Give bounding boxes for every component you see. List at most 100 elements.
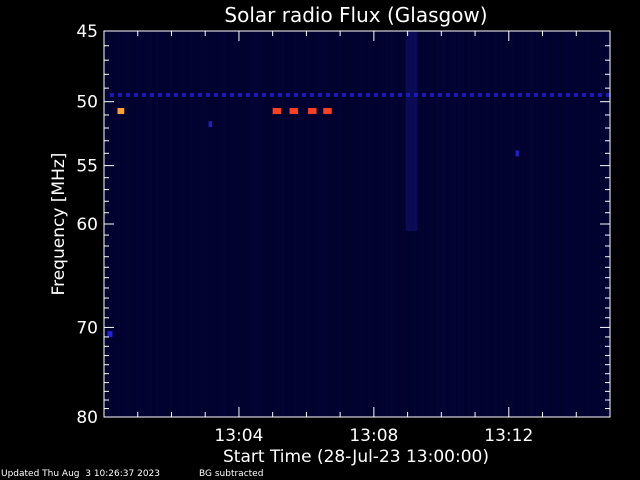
noise-streak — [554, 31, 556, 417]
noise-streak — [480, 31, 482, 417]
noise-streak — [192, 31, 194, 417]
noise-streak — [264, 31, 266, 417]
noise-streak — [576, 31, 578, 417]
noise-streak — [574, 31, 576, 417]
noise-streak — [114, 31, 116, 417]
noise-streak — [292, 31, 294, 417]
noise-streak — [470, 31, 472, 417]
noise-streak — [134, 31, 136, 417]
noise-streak — [462, 31, 464, 417]
noise-streak — [188, 31, 190, 417]
noise-streak — [144, 31, 146, 417]
noise-streak — [190, 31, 192, 417]
noise-streak — [140, 31, 142, 417]
noise-streak — [150, 31, 152, 417]
noise-streak — [390, 31, 392, 417]
y-tick-label: 60 — [76, 215, 98, 235]
noise-streak — [240, 31, 242, 417]
noise-streak — [578, 31, 580, 417]
noise-streak — [372, 31, 374, 417]
noise-streak — [506, 31, 508, 417]
noise-streak — [320, 31, 322, 417]
band-dot — [182, 92, 186, 97]
noise-streak — [118, 31, 120, 417]
noise-streak — [382, 31, 384, 417]
band-dot — [238, 92, 242, 97]
noise-streak — [384, 31, 386, 417]
noise-streak — [488, 31, 490, 417]
updated-timestamp: Updated Thu Aug 3 10:26:37 2023 — [1, 469, 161, 479]
noise-streak — [314, 31, 316, 417]
noise-streak — [478, 31, 480, 417]
burst-feature — [107, 331, 113, 338]
noise-streak — [322, 31, 324, 417]
noise-streak — [212, 31, 214, 417]
x-axis-label: Start Time (28-Jul-23 13:00:00) — [223, 447, 489, 467]
noise-streak — [328, 31, 330, 417]
noise-streak — [334, 31, 336, 417]
noise-streak — [176, 31, 178, 417]
noise-streak — [120, 31, 122, 417]
band-dot — [326, 92, 330, 97]
band-dot — [358, 92, 362, 97]
burst-feature — [323, 108, 332, 115]
noise-streak — [164, 31, 166, 417]
noise-streak — [226, 31, 228, 417]
noise-streak — [564, 31, 566, 417]
noise-streak — [376, 31, 378, 417]
band-dot — [414, 92, 418, 97]
noise-streak — [330, 31, 332, 417]
noise-streak — [438, 31, 440, 417]
bg-subtracted-note: BG subtracted — [199, 469, 264, 479]
band-dot — [494, 92, 498, 97]
noise-streak — [216, 31, 218, 417]
noise-streak — [572, 31, 574, 417]
noise-streak — [474, 31, 476, 417]
noise-streak — [306, 31, 308, 417]
noise-streak — [186, 31, 188, 417]
band-dot — [166, 92, 170, 97]
band-dot — [318, 92, 322, 97]
burst-feature — [117, 108, 125, 115]
noise-streak — [268, 31, 270, 417]
noise-streak — [262, 31, 264, 417]
noise-streak — [464, 31, 466, 417]
noise-streak — [326, 31, 328, 417]
noise-streak — [354, 31, 356, 417]
noise-streak — [546, 31, 548, 417]
noise-streak — [128, 31, 130, 417]
noise-streak — [148, 31, 150, 417]
noise-streak — [252, 31, 254, 417]
noise-streak — [198, 31, 200, 417]
band-dot — [342, 92, 346, 97]
noise-streak — [286, 31, 288, 417]
noise-streak — [386, 31, 388, 417]
band-dot — [470, 92, 474, 97]
noise-streak — [592, 31, 594, 417]
noise-streak — [136, 31, 138, 417]
noise-streak — [536, 31, 538, 417]
noise-streak — [360, 31, 362, 417]
noise-streak — [500, 31, 502, 417]
burst-feature — [272, 108, 282, 115]
noise-streak — [452, 31, 454, 417]
persistent-band — [110, 92, 610, 97]
noise-streak — [532, 31, 534, 417]
band-dot — [590, 92, 594, 97]
noise-streak — [584, 31, 586, 417]
noise-streak — [548, 31, 550, 417]
y-tick-label: 70 — [76, 318, 98, 338]
band-dot — [198, 92, 202, 97]
noise-streak — [138, 31, 140, 417]
noise-streak — [126, 31, 128, 417]
noise-streak — [514, 31, 516, 417]
y-tick-label: 55 — [76, 157, 98, 177]
noise-streak — [298, 31, 300, 417]
noise-streak — [296, 31, 298, 417]
noise-streak — [256, 31, 258, 417]
noise-streak — [566, 31, 568, 417]
noise-streak — [418, 31, 420, 417]
noise-streak — [254, 31, 256, 417]
noise-streak — [350, 31, 352, 417]
